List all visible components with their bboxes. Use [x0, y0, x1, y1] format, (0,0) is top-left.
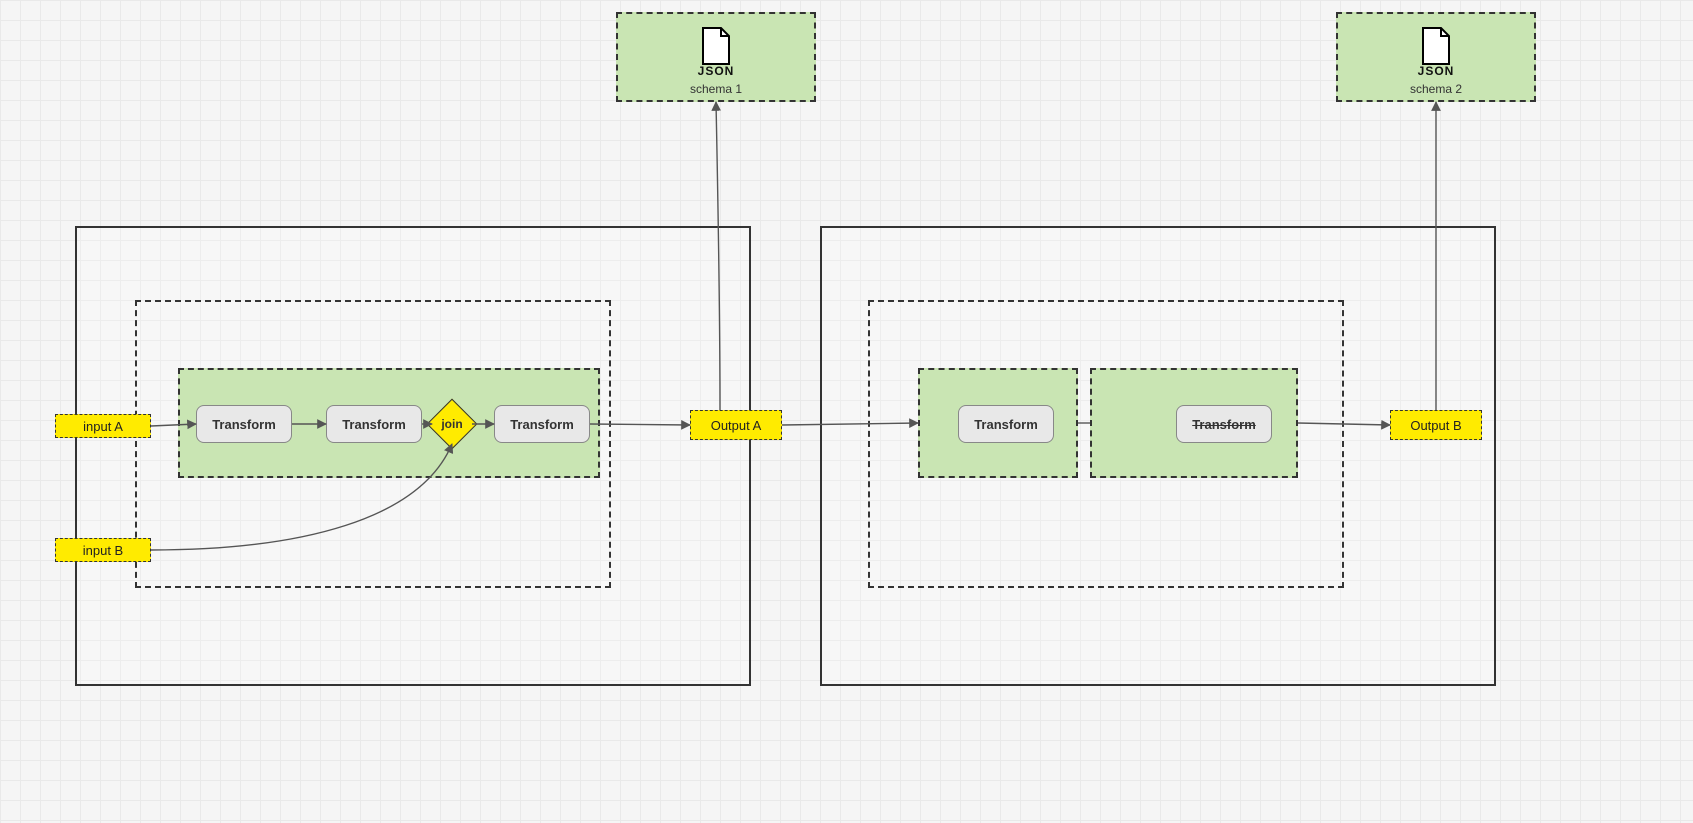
transform-4-label: Transform: [974, 417, 1038, 432]
json-icon-label: JSON: [698, 64, 735, 78]
diagram-canvas: JSON schema 1 JSON schema 2 input A inpu…: [0, 0, 1693, 823]
transform-2-node[interactable]: Transform: [326, 405, 422, 443]
input-a-label: input A: [83, 419, 123, 434]
input-a-node[interactable]: input A: [55, 414, 151, 438]
schema1-box: JSON schema 1: [616, 12, 816, 102]
json-icon-label: JSON: [1418, 64, 1455, 78]
transform-1-node[interactable]: Transform: [196, 405, 292, 443]
join-label: join: [435, 417, 469, 431]
transform-3-node[interactable]: Transform: [494, 405, 590, 443]
output-b-node[interactable]: Output B: [1390, 410, 1482, 440]
transform-1-label: Transform: [212, 417, 276, 432]
transform-2-label: Transform: [342, 417, 406, 432]
input-b-node[interactable]: input B: [55, 538, 151, 562]
transform-5-label: Transform: [1192, 417, 1256, 432]
output-a-label: Output A: [711, 418, 762, 433]
transform-3-label: Transform: [510, 417, 574, 432]
schema1-label: schema 1: [690, 82, 742, 96]
output-b-label: Output B: [1410, 418, 1461, 433]
transform-4-node[interactable]: Transform: [958, 405, 1054, 443]
transform-5-node[interactable]: Transform: [1176, 405, 1272, 443]
output-a-node[interactable]: Output A: [690, 410, 782, 440]
json-file-icon: [699, 26, 733, 66]
json-file-icon: [1419, 26, 1453, 66]
input-b-label: input B: [83, 543, 123, 558]
schema2-box: JSON schema 2: [1336, 12, 1536, 102]
schema2-label: schema 2: [1410, 82, 1462, 96]
